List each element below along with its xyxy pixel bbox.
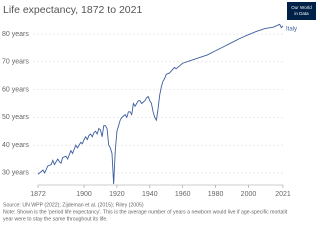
x-tick-label: 1872 xyxy=(30,191,46,198)
legend-label: Italy xyxy=(286,26,297,32)
logo-text: in Data xyxy=(294,11,309,16)
chart: Life expectancy, 1872 to 2021 Our World … xyxy=(2,2,316,222)
y-tick-label: 70 years xyxy=(2,59,29,66)
y-tick-label: 60 years xyxy=(2,86,29,93)
note: year were to stay the same throughout it… xyxy=(3,216,108,222)
logo-text: Our World xyxy=(291,5,312,10)
note: Note: Shown is the 'period life expectan… xyxy=(3,209,288,215)
x-tick-label: 2000 xyxy=(241,191,257,198)
x-tick-label: 1900 xyxy=(76,191,92,198)
x-tick-label: 1960 xyxy=(175,191,191,198)
x-tick-label: 1980 xyxy=(208,191,224,198)
x-tick-label: 1920 xyxy=(109,191,125,198)
y-tick-label: 80 years xyxy=(2,31,29,38)
x-tick-label: 2021 xyxy=(275,191,291,198)
x-tick-label: 1940 xyxy=(142,191,158,198)
logo xyxy=(287,2,316,20)
line xyxy=(37,23,284,185)
y-tick-label: 40 years xyxy=(2,142,29,149)
y-tick-label: 30 years xyxy=(2,170,29,177)
y-tick-label: 50 years xyxy=(2,114,29,121)
chart-title: Life expectancy, 1872 to 2021 xyxy=(3,4,142,16)
source: Source: UN WPP (2022); Zijdeman et al. (… xyxy=(3,202,144,208)
